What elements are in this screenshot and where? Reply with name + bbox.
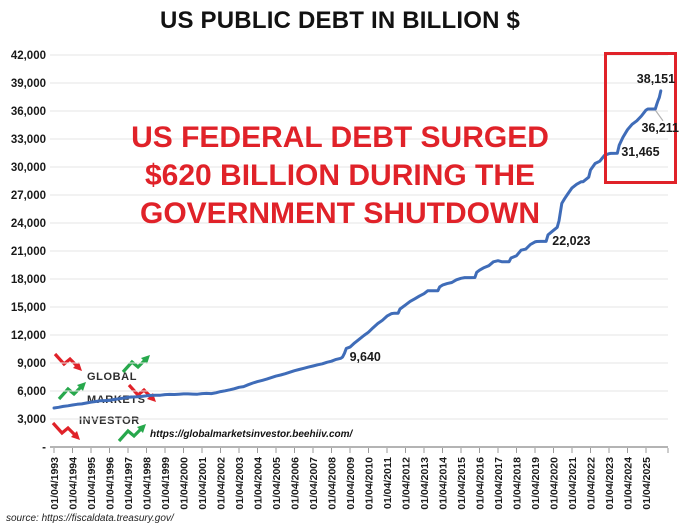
svg-text:36,000: 36,000 (11, 106, 46, 118)
debt-line-series (52, 89, 663, 410)
annotation-line-1: US FEDERAL DEBT SURGED (131, 121, 549, 154)
svg-text:01/04/2013: 01/04/2013 (419, 457, 431, 510)
svg-text:01/04/1996: 01/04/1996 (105, 457, 117, 510)
svg-text:01/04/2011: 01/04/2011 (382, 457, 394, 509)
svg-text:01/04/2000: 01/04/2000 (179, 457, 191, 510)
y-axis-labels: - 3,000 6,000 9,000 12,000 15,000 18,000 21,000… (11, 50, 46, 454)
svg-text:01/04/2018: 01/04/2018 (512, 457, 524, 510)
svg-text:01/04/1999: 01/04/1999 (160, 457, 172, 510)
svg-text:01/04/2025: 01/04/2025 (641, 457, 653, 510)
svg-text:01/04/2016: 01/04/2016 (475, 457, 487, 510)
gridlines (50, 54, 668, 420)
svg-text:18,000: 18,000 (11, 274, 46, 286)
svg-text:01/04/1993: 01/04/1993 (49, 457, 61, 510)
svg-text:01/04/2024: 01/04/2024 (623, 457, 635, 510)
svg-text:33,000: 33,000 (11, 134, 46, 146)
svg-text:01/04/2007: 01/04/2007 (308, 457, 320, 510)
svg-text:01/04/2006: 01/04/2006 (290, 457, 302, 510)
watermark-word-global: GLOBAL (87, 371, 138, 383)
svg-text:6,000: 6,000 (17, 386, 46, 398)
trend-down-arrow-icon (51, 421, 80, 440)
x-axis-labels: 01/04/1993 01/04/1994 01/04/1995 01/04/1996… (49, 457, 653, 510)
data-label: 31,465 (621, 145, 660, 160)
svg-text:01/04/2008: 01/04/2008 (327, 457, 339, 510)
svg-text:01/04/2017: 01/04/2017 (493, 457, 505, 510)
source-note: source: https://fiscaldata.treasury.gov/ (6, 513, 174, 524)
svg-text:24,000: 24,000 (11, 218, 46, 230)
svg-text:27,000: 27,000 (11, 190, 46, 202)
svg-text:39,000: 39,000 (11, 78, 46, 90)
svg-text:15,000: 15,000 (11, 302, 46, 314)
highlight-box (604, 52, 677, 184)
svg-text:01/04/2005: 01/04/2005 (271, 457, 283, 510)
trend-up-arrow-icon (117, 424, 146, 443)
svg-text:01/04/2021: 01/04/2021 (567, 457, 579, 510)
data-label: 22,023 (552, 234, 591, 249)
svg-text:01/04/2004: 01/04/2004 (253, 457, 265, 510)
watermark-word-investor: INVESTOR (79, 415, 140, 427)
annotation-callout: US FEDERAL DEBT SURGED $620 BILLION DURI… (110, 119, 570, 233)
svg-text:01/04/1994: 01/04/1994 (68, 457, 80, 510)
svg-text:01/04/2009: 01/04/2009 (345, 457, 357, 510)
svg-text:01/04/2012: 01/04/2012 (401, 457, 413, 510)
svg-text:01/04/2014: 01/04/2014 (438, 457, 450, 510)
svg-text:01/04/2019: 01/04/2019 (530, 457, 542, 510)
annotation-line-3: GOVERNMENT SHUTDOWN (140, 197, 540, 230)
svg-text:01/04/2020: 01/04/2020 (549, 457, 561, 510)
svg-text:01/04/2001: 01/04/2001 (197, 457, 209, 510)
svg-text:42,000: 42,000 (11, 50, 46, 62)
svg-text:01/04/1995: 01/04/1995 (86, 457, 98, 510)
svg-text:01/04/2023: 01/04/2023 (604, 457, 616, 510)
watermark-url: https://globalmarketsinvestor.beehiiv.co… (150, 429, 353, 440)
svg-text:01/04/1998: 01/04/1998 (142, 457, 154, 510)
svg-text:9,000: 9,000 (17, 358, 46, 370)
svg-text:01/04/2003: 01/04/2003 (234, 457, 246, 510)
data-label: 9,640 (349, 350, 381, 365)
annotation-line-2: $620 BILLION DURING THE (144, 159, 536, 192)
svg-text:-: - (42, 442, 46, 454)
data-label: 36,211 (641, 121, 680, 136)
svg-text:30,000: 30,000 (11, 162, 46, 174)
svg-text:01/04/2002: 01/04/2002 (216, 457, 228, 510)
label-leader-line (655, 110, 664, 122)
svg-text:3,000: 3,000 (17, 414, 46, 426)
svg-text:01/04/2010: 01/04/2010 (364, 457, 376, 510)
svg-text:01/04/1997: 01/04/1997 (123, 457, 135, 510)
svg-text:21,000: 21,000 (11, 246, 46, 258)
chart-title: US PUBLIC DEBT IN BILLION $ (159, 7, 521, 34)
svg-text:01/04/2022: 01/04/2022 (586, 457, 598, 510)
data-label: 38,151 (636, 71, 676, 86)
x-axis (50, 446, 669, 453)
svg-text:12,000: 12,000 (11, 330, 46, 342)
svg-text:01/04/2015: 01/04/2015 (456, 457, 468, 510)
